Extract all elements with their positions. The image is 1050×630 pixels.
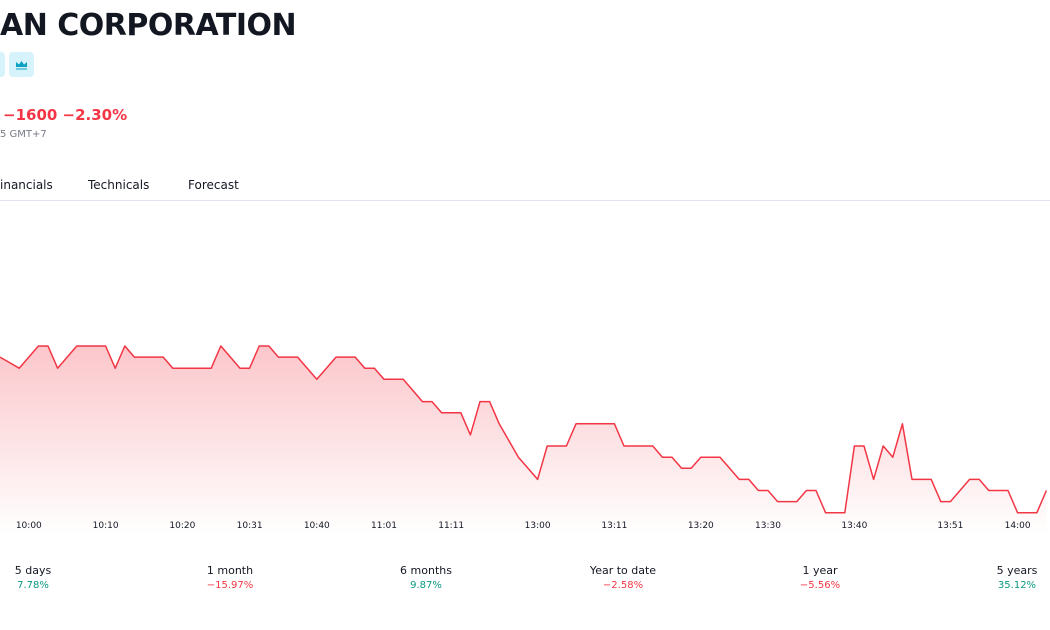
x-tick-label: 13:51 [937, 521, 963, 531]
tab[interactable]: Forecast [188, 178, 239, 192]
price-line [0, 345, 1048, 514]
x-tick-label: 11:11 [438, 521, 464, 531]
period-return: −2.58% [602, 580, 644, 591]
x-tick-label: 10:00 [16, 521, 42, 531]
x-tick-label: 13:00 [525, 521, 551, 531]
period-return: 7.78% [17, 580, 49, 591]
period-return: −15.97% [206, 580, 254, 591]
x-tick-label: 14:00 [1005, 521, 1031, 531]
tab[interactable]: Technicals [88, 178, 150, 192]
x-tick-label: 10:40 [304, 521, 330, 531]
period-label: Year to date [589, 564, 657, 577]
x-tick-label: 13:30 [755, 521, 781, 531]
period-return: 9.87% [410, 580, 442, 591]
x-tick-label: 10:10 [93, 521, 119, 531]
x-tick-label: 10:20 [169, 521, 195, 531]
period-label: 5 years [996, 564, 1038, 577]
x-tick-label: 10:31 [237, 521, 263, 531]
price-chart: 10:00 10:10 10:20 10:31 10:40 11:01 11:11 13:00… [0, 345, 1048, 535]
x-tick-label: 13:40 [841, 521, 867, 531]
badge [0, 52, 5, 77]
timestamp: 5 GMT+7 [0, 129, 47, 140]
x-tick-label: 13:11 [601, 521, 627, 531]
price-change: −1600 −2.30% [3, 106, 128, 124]
tab[interactable]: inancials [0, 178, 53, 192]
period-label: 5 days [14, 564, 52, 577]
area-fill [0, 346, 1047, 535]
period-label: 6 months [400, 564, 452, 577]
x-tick-label: 11:01 [371, 521, 397, 531]
crown-badge[interactable] [9, 52, 34, 77]
x-tick-label: 13:20 [688, 521, 714, 531]
period-return: −5.56% [799, 580, 841, 591]
period-label: 1 month [206, 564, 254, 577]
divider [0, 200, 1050, 201]
company-title: AN CORPORATION [0, 8, 297, 43]
period-return: 35.12% [997, 580, 1037, 591]
period-label: 1 year [802, 564, 838, 577]
crown-icon [16, 61, 27, 70]
